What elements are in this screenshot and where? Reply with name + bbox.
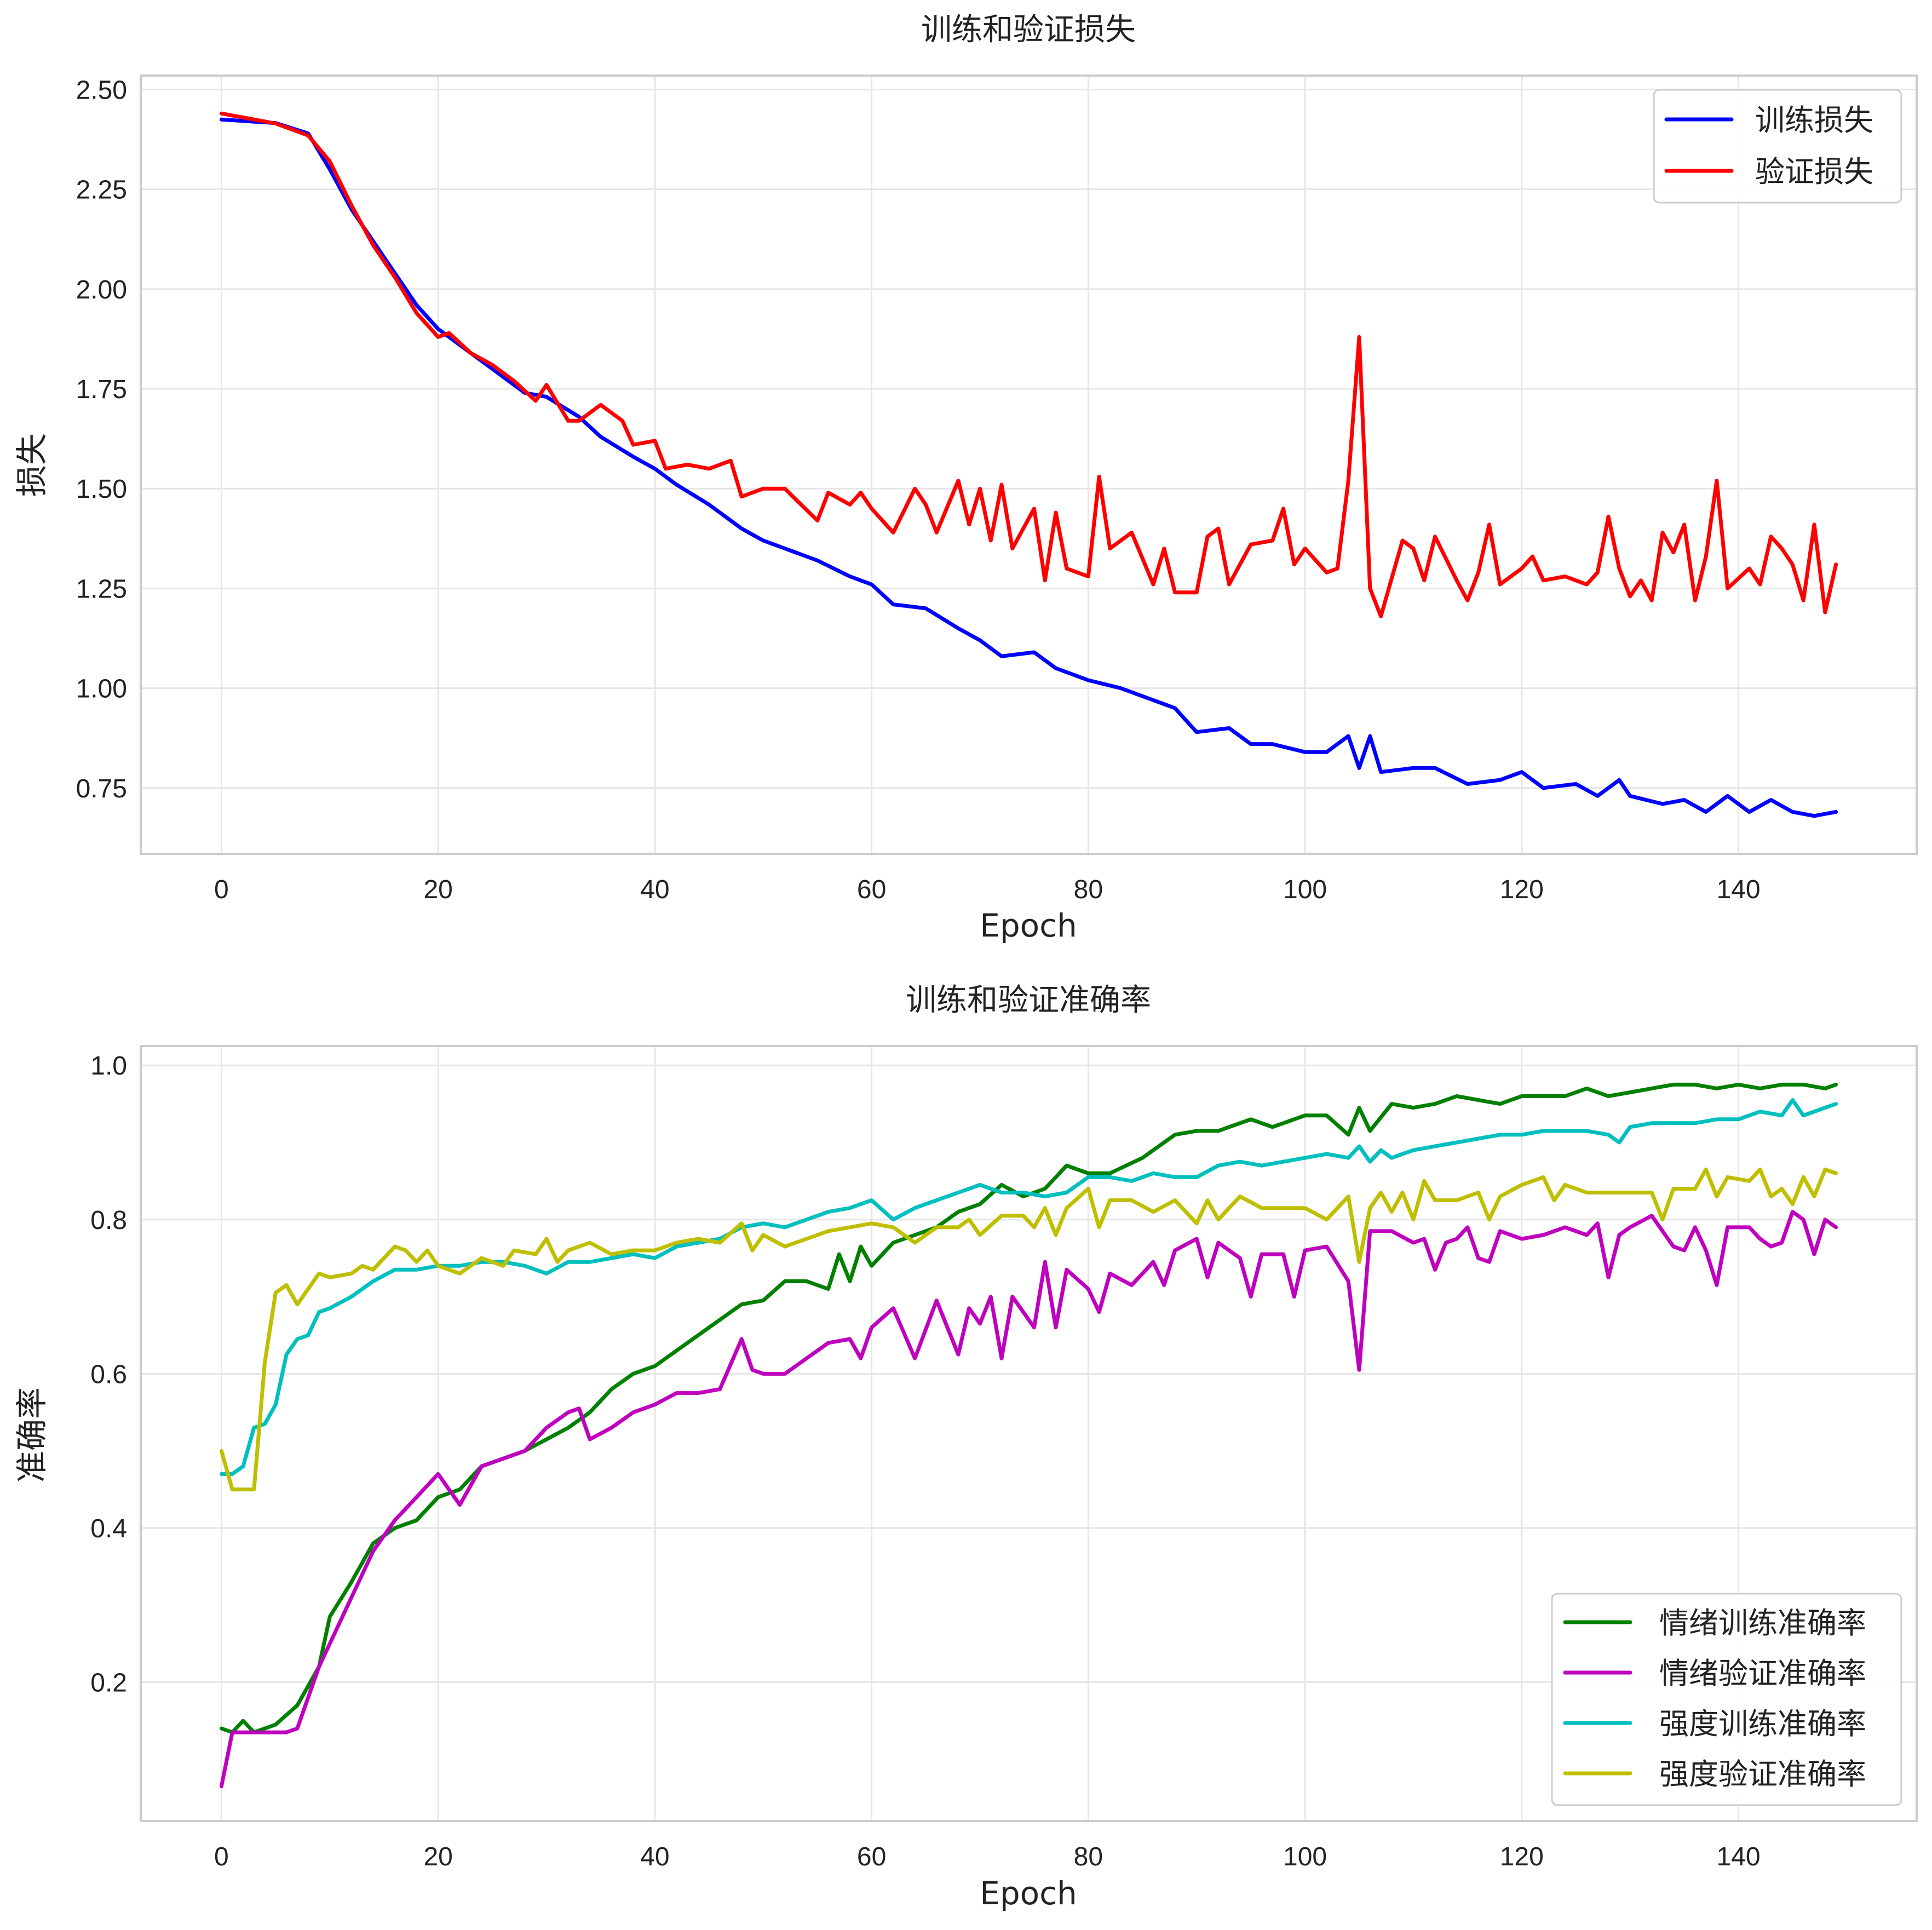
accuracy-y-tick-label: 0.6	[90, 1360, 127, 1389]
accuracy-x-tick-label: 60	[857, 1842, 886, 1871]
loss-lines	[219, 111, 1838, 818]
accuracy-y-ticks: 0.2 0.4 0.6 0.8 1.0	[90, 1052, 127, 1697]
loss-x-axis-label: Epoch	[980, 907, 1077, 944]
accuracy-x-axis-label: Epoch	[980, 1875, 1077, 1912]
accuracy-lines	[219, 1082, 1838, 1789]
loss-x-tick-label: 80	[1074, 875, 1103, 904]
accuracy-legend-label-emotion-train: 情绪训练准确率	[1659, 1606, 1866, 1640]
loss-x-tick-label: 60	[857, 875, 886, 904]
loss-x-tick-label: 120	[1500, 875, 1544, 904]
accuracy-y-tick-label: 0.8	[90, 1206, 127, 1235]
accuracy-x-tick-label: 120	[1500, 1842, 1544, 1871]
accuracy-series-line-1	[219, 1210, 1838, 1789]
loss-x-ticks: 0 20 40 60 80 100 120 140	[214, 875, 1761, 904]
accuracy-x-tick-label: 100	[1283, 1842, 1327, 1871]
accuracy-x-tick-label: 80	[1074, 1842, 1103, 1871]
loss-x-tick-label: 40	[640, 875, 669, 904]
accuracy-legend-label-intensity-train: 强度训练准确率	[1659, 1707, 1866, 1741]
loss-plot-frame	[140, 74, 1918, 855]
loss-grid	[141, 76, 1917, 854]
loss-series-line-1	[219, 111, 1838, 618]
loss-y-ticks: 0.75 1.00 1.25 1.50 1.75 2.00 2.25 2.50	[76, 76, 127, 803]
accuracy-y-tick-label: 0.4	[90, 1514, 127, 1543]
accuracy-legend-label-emotion-val: 情绪验证准确率	[1659, 1656, 1866, 1691]
loss-y-tick-label: 0.75	[76, 774, 127, 803]
accuracy-grid	[141, 1046, 1917, 1821]
loss-x-tick-label: 100	[1283, 875, 1327, 904]
loss-y-tick-label: 2.25	[76, 176, 127, 205]
loss-x-tick-label: 140	[1716, 875, 1760, 904]
accuracy-y-tick-label: 1.0	[90, 1052, 127, 1081]
loss-y-tick-label: 1.50	[76, 475, 127, 504]
accuracy-x-tick-label: 20	[423, 1842, 452, 1871]
loss-legend-label-val: 验证损失	[1755, 154, 1873, 189]
loss-x-tick-label: 0	[214, 875, 229, 904]
accuracy-legend: 情绪训练准确率 情绪验证准确率 强度训练准确率 强度验证准确率	[1551, 1593, 1902, 1806]
accuracy-x-tick-label: 40	[640, 1842, 669, 1871]
loss-y-axis-label: 损失	[13, 433, 50, 497]
accuracy-y-tick-label: 0.2	[90, 1669, 127, 1698]
loss-y-tick-label: 2.00	[76, 275, 127, 305]
loss-legend: 训练损失 验证损失	[1653, 89, 1902, 204]
loss-y-tick-label: 1.25	[76, 575, 127, 604]
accuracy-series-line-3	[219, 1167, 1838, 1492]
loss-chart: 训练和验证损失 0 20 40 60 80 100 120 140 0.75 1.00 1.25 1…	[13, 12, 1918, 944]
accuracy-x-ticks: 0 20 40 60 80 100 120 140	[214, 1842, 1761, 1871]
accuracy-chart: 训练和验证准确率 0 20 40 60 80 100 120 140 0.2 0.4 0.6 0.8…	[13, 983, 1918, 1912]
loss-series-line-0	[219, 117, 1838, 818]
loss-y-tick-label: 1.00	[76, 675, 127, 704]
accuracy-plot-frame	[140, 1045, 1918, 1822]
accuracy-x-tick-label: 0	[214, 1842, 229, 1871]
loss-y-tick-label: 2.50	[76, 76, 127, 105]
loss-x-tick-label: 20	[423, 875, 452, 904]
loss-chart-title: 训练和验证损失	[921, 12, 1136, 48]
accuracy-y-axis-label: 准确率	[13, 1387, 50, 1483]
accuracy-chart-title: 训练和验证准确率	[906, 983, 1151, 1018]
accuracy-x-tick-label: 140	[1716, 1842, 1760, 1871]
accuracy-legend-box	[1551, 1593, 1902, 1806]
loss-y-tick-label: 1.75	[76, 375, 127, 404]
loss-legend-label-train: 训练损失	[1755, 103, 1873, 137]
accuracy-legend-label-intensity-val: 强度验证准确率	[1659, 1757, 1866, 1791]
